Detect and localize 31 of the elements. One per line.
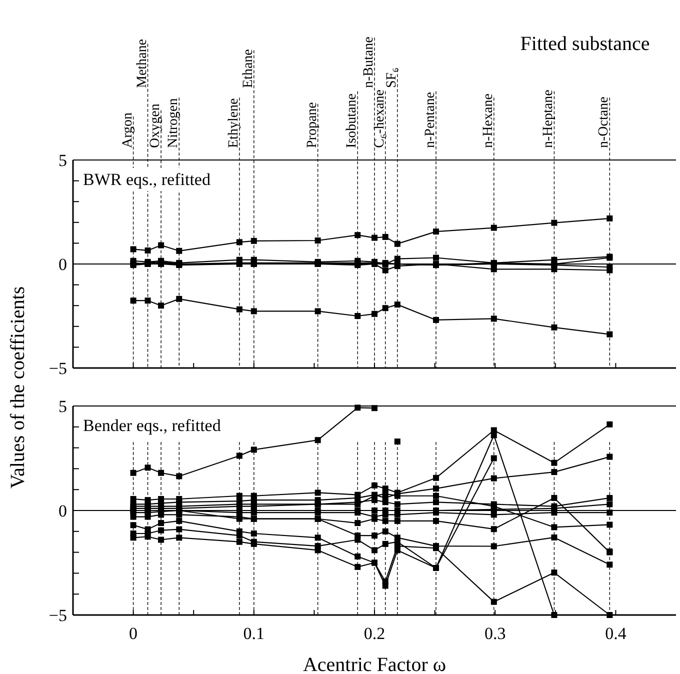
x-tick-label: 0.1 xyxy=(243,624,265,643)
ref-line-label: Methane xyxy=(134,39,150,88)
y-tick-label: −5 xyxy=(48,358,67,378)
text: Bender eqs., refitted xyxy=(83,416,222,435)
y-tick-label: 5 xyxy=(58,396,67,416)
ref-line-label: n-Pentane xyxy=(423,92,438,148)
y-axis-title: Values of the coefficients xyxy=(7,286,29,489)
ref-line-label: n-Heptane xyxy=(541,90,556,148)
ref-line-label: Oxygen xyxy=(148,104,164,148)
y-tick-label: 0 xyxy=(58,501,67,520)
ref-line-label: Ethane xyxy=(240,49,256,88)
x-axis-title: Acentric Factor ω xyxy=(302,654,446,674)
y-tick-label: −5 xyxy=(48,606,67,625)
x-tick-label: 0.2 xyxy=(364,624,386,643)
ref-line-label: Isobutane xyxy=(344,94,360,148)
y-tick-label: 0 xyxy=(58,254,67,274)
ref-line-label: SF₆ xyxy=(384,67,400,88)
text: Fitted substance xyxy=(520,33,650,55)
text: BWR eqs., refitted xyxy=(83,170,211,189)
ref-line-label: C₆-hexane xyxy=(372,89,388,148)
ref-line-label: Ethylene xyxy=(226,98,242,148)
ref-line-label: n-Butane xyxy=(362,36,376,88)
x-tick-label: 0.4 xyxy=(605,624,627,643)
ref-line-label: n-Octane xyxy=(596,96,612,148)
ref-line-label: Propane xyxy=(304,102,320,148)
x-tick-label: 0 xyxy=(129,624,138,643)
x-tick-label: 0.3 xyxy=(484,624,506,643)
ref-line-label: n-Hexane xyxy=(480,94,496,148)
y-tick-label: 5 xyxy=(58,150,67,170)
ref-line-label: Argon xyxy=(120,112,136,148)
ref-line-label: Nitrogen xyxy=(166,98,182,148)
